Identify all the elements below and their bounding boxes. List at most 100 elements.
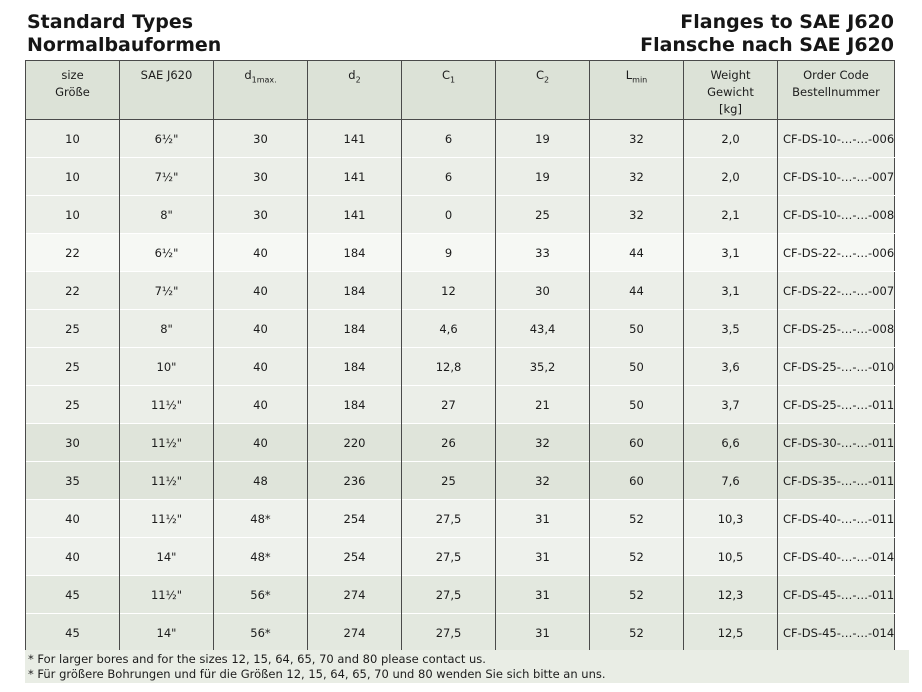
cell-c2: 30 — [495, 271, 590, 310]
cell-order-code: CF-DS-35-…-…-011 — [777, 461, 895, 500]
cell-size: 25 — [25, 385, 120, 424]
cell-sae-j620: 14" — [119, 537, 214, 576]
cell-d2: 236 — [307, 461, 402, 500]
cell-d1max: 30 — [213, 195, 308, 234]
cell-lmin: 32 — [589, 195, 684, 234]
cell-c2: 31 — [495, 537, 590, 576]
cell-c1: 0 — [401, 195, 496, 234]
cell-weight: 10,3 — [683, 499, 778, 538]
cell-order-code: CF-DS-10-…-…-006 — [777, 119, 895, 158]
title-de: Normalbauformen — [27, 34, 222, 56]
column-header-d2: d2 — [307, 60, 402, 120]
cell-lmin: 32 — [589, 157, 684, 196]
table-row: 25 8" 40 184 4,6 43,4 50 3,5 CF-DS-25-…-…-008 — [25, 309, 895, 348]
cell-d2: 184 — [307, 385, 402, 424]
cell-order-code: CF-DS-25-…-…-010 — [777, 347, 895, 386]
table-row: 10 6½" 30 141 6 19 32 2,0 CF-DS-10-…-…-006 — [25, 119, 895, 158]
column-header-sae-j620: SAE J620 — [119, 60, 214, 120]
cell-sae-j620: 14" — [119, 613, 214, 652]
cell-sae-j620: 11½" — [119, 499, 214, 538]
cell-weight: 2,1 — [683, 195, 778, 234]
cell-d2: 274 — [307, 613, 402, 652]
cell-order-code: CF-DS-45-…-…-014 — [777, 613, 895, 652]
cell-sae-j620: 8" — [119, 195, 214, 234]
cell-d1max: 48* — [213, 499, 308, 538]
cell-lmin: 52 — [589, 575, 684, 614]
cell-c2: 25 — [495, 195, 590, 234]
cell-c2: 31 — [495, 499, 590, 538]
cell-weight: 7,6 — [683, 461, 778, 500]
cell-size: 10 — [25, 195, 120, 234]
column-header-lmin: Lmin — [589, 60, 684, 120]
cell-d1max: 56* — [213, 575, 308, 614]
cell-size: 25 — [25, 347, 120, 386]
flange-dimensions-table: size Größe SAE J620 d1max. d2 C1 C2 Lmin Weight G… — [25, 60, 895, 652]
cell-c2: 31 — [495, 575, 590, 614]
cell-lmin: 44 — [589, 271, 684, 310]
column-header-size: size Größe — [25, 60, 120, 120]
cell-weight: 3,7 — [683, 385, 778, 424]
cell-d1max: 40 — [213, 309, 308, 348]
cell-sae-j620: 11½" — [119, 423, 214, 462]
title-left: Standard Types Normalbauformen — [27, 11, 221, 57]
cell-d2: 184 — [307, 309, 402, 348]
table-row: 30 11½" 40 220 26 32 60 6,6 CF-DS-30-…-…-011 — [25, 423, 895, 462]
cell-size: 40 — [25, 499, 120, 538]
cell-c1: 27,5 — [401, 613, 496, 652]
cell-weight: 3,6 — [683, 347, 778, 386]
cell-size: 45 — [25, 575, 120, 614]
cell-c1: 4,6 — [401, 309, 496, 348]
cell-c2: 19 — [495, 157, 590, 196]
table-header: size Größe SAE J620 d1max. d2 C1 C2 Lmin Weight G… — [25, 60, 895, 120]
cell-weight: 2,0 — [683, 119, 778, 158]
cell-d2: 184 — [307, 233, 402, 272]
cell-order-code: CF-DS-10-…-…-008 — [777, 195, 895, 234]
cell-order-code: CF-DS-25-…-…-008 — [777, 309, 895, 348]
cell-sae-j620: 8" — [119, 309, 214, 348]
cell-sae-j620: 11½" — [119, 385, 214, 424]
title-en: Standard Types — [27, 11, 194, 33]
cell-sae-j620: 11½" — [119, 575, 214, 614]
table-row: 10 7½" 30 141 6 19 32 2,0 CF-DS-10-…-…-007 — [25, 157, 895, 196]
cell-c2: 31 — [495, 613, 590, 652]
cell-sae-j620: 6½" — [119, 233, 214, 272]
table-body: 10 6½" 30 141 6 19 32 2,0 CF-DS-10-…-…-006 10 7½" 3… — [25, 119, 895, 652]
cell-weight: 10,5 — [683, 537, 778, 576]
cell-weight: 3,1 — [683, 233, 778, 272]
cell-order-code: CF-DS-30-…-…-011 — [777, 423, 895, 462]
cell-d2: 254 — [307, 499, 402, 538]
cell-d2: 184 — [307, 271, 402, 310]
cell-c2: 35,2 — [495, 347, 590, 386]
cell-c2: 32 — [495, 461, 590, 500]
cell-weight: 12,3 — [683, 575, 778, 614]
cell-c1: 6 — [401, 119, 496, 158]
cell-c1: 27,5 — [401, 537, 496, 576]
cell-size: 22 — [25, 233, 120, 272]
cell-d1max: 40 — [213, 233, 308, 272]
cell-order-code: CF-DS-25-…-…-011 — [777, 385, 895, 424]
cell-size: 40 — [25, 537, 120, 576]
cell-lmin: 52 — [589, 537, 684, 576]
cell-sae-j620: 10" — [119, 347, 214, 386]
cell-weight: 12,5 — [683, 613, 778, 652]
cell-d1max: 56* — [213, 613, 308, 652]
cell-c1: 25 — [401, 461, 496, 500]
cell-d1max: 30 — [213, 119, 308, 158]
cell-lmin: 52 — [589, 613, 684, 652]
cell-sae-j620: 7½" — [119, 271, 214, 310]
cell-c1: 27,5 — [401, 499, 496, 538]
cell-c1: 6 — [401, 157, 496, 196]
header-row: size Größe SAE J620 d1max. d2 C1 C2 Lmin Weight G… — [25, 60, 895, 120]
cell-d1max: 40 — [213, 271, 308, 310]
table-row: 40 11½" 48* 254 27,5 31 52 10,3 CF-DS-40-…-…-011 — [25, 499, 895, 538]
cell-size: 22 — [25, 271, 120, 310]
cell-d2: 141 — [307, 157, 402, 196]
cell-sae-j620: 7½" — [119, 157, 214, 196]
cell-weight: 6,6 — [683, 423, 778, 462]
cell-lmin: 50 — [589, 385, 684, 424]
cell-c1: 27,5 — [401, 575, 496, 614]
cell-order-code: CF-DS-40-…-…-014 — [777, 537, 895, 576]
table-row: 10 8" 30 141 0 25 32 2,1 CF-DS-10-…-…-008 — [25, 195, 895, 234]
cell-weight: 2,0 — [683, 157, 778, 196]
cell-size: 10 — [25, 119, 120, 158]
